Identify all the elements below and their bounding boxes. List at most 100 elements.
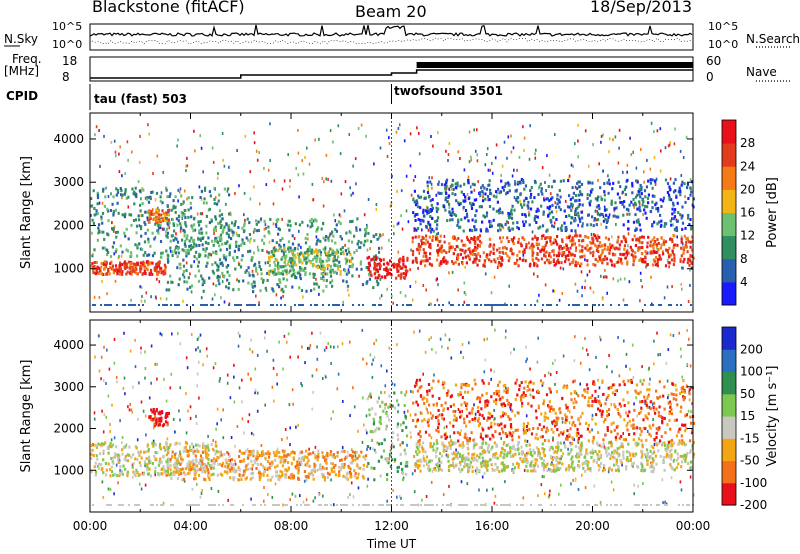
- echo-pixel: [210, 219, 213, 223]
- echo-pixel: [460, 239, 463, 243]
- echo-pixel: [95, 454, 98, 458]
- echo-pixel: [646, 263, 649, 266]
- noise-pixel: [152, 439, 155, 443]
- noise-pixel: [680, 174, 683, 177]
- echo-pixel: [178, 454, 181, 458]
- echo-pixel: [150, 191, 153, 194]
- noise-pixel: [640, 279, 642, 282]
- echo-pixel: [451, 245, 454, 249]
- echo-pixel: [232, 478, 235, 482]
- echo-pixel: [127, 459, 130, 463]
- echo-pixel: [100, 261, 103, 265]
- echo-pixel: [460, 218, 463, 222]
- echo-pixel: [249, 467, 252, 471]
- echo-pixel: [145, 260, 148, 264]
- noise-pixel: [105, 382, 107, 385]
- echo-pixel: [197, 279, 201, 283]
- echo-pixel: [313, 273, 316, 276]
- echo-pixel: [103, 246, 106, 250]
- noise-pixel: [322, 204, 325, 208]
- noise-pixel: [101, 480, 104, 484]
- echo-pixel: [658, 254, 661, 258]
- echo-pixel: [467, 181, 470, 185]
- echo-pixel: [297, 243, 300, 247]
- echo-pixel: [550, 210, 554, 214]
- echo-pixel: [574, 218, 577, 222]
- echo-pixel: [217, 265, 220, 269]
- noise-pixel: [548, 493, 551, 497]
- noise-pixel: [593, 484, 596, 488]
- noise-pixel: [544, 374, 546, 378]
- echo-pixel: [426, 184, 429, 188]
- echo-pixel: [431, 216, 434, 220]
- echo-pixel: [207, 468, 210, 472]
- noise-pixel: [94, 355, 96, 359]
- echo-pixel: [581, 245, 584, 249]
- echo-pixel: [496, 248, 499, 252]
- near-range-pixel: [668, 304, 670, 306]
- noise-pixel: [591, 413, 594, 417]
- near-range-pixel: [258, 304, 260, 306]
- echo-pixel: [160, 218, 163, 222]
- noise-pixel: [473, 128, 475, 132]
- echo-pixel: [250, 450, 253, 454]
- echo-pixel: [104, 265, 107, 269]
- echo-pixel: [121, 472, 124, 476]
- echo-pixel: [479, 229, 483, 233]
- echo-pixel: [649, 244, 652, 248]
- noise-pixel: [389, 405, 391, 408]
- noise-pixel: [411, 472, 414, 476]
- echo-pixel: [523, 199, 526, 203]
- echo-pixel: [422, 241, 425, 245]
- echo-pixel: [183, 230, 186, 234]
- echo-pixel: [112, 212, 115, 216]
- noise-pixel: [130, 408, 133, 412]
- echo-pixel: [436, 216, 440, 220]
- noise-pixel: [581, 473, 583, 477]
- echo-pixel: [671, 238, 674, 242]
- echo-pixel: [608, 251, 611, 255]
- echo-pixel: [329, 453, 332, 457]
- echo-pixel: [474, 239, 477, 243]
- echo-pixel: [274, 249, 277, 253]
- echo-pixel: [179, 224, 183, 228]
- echo-pixel: [632, 259, 635, 263]
- echo-pixel: [478, 259, 481, 262]
- echo-pixel: [612, 253, 615, 257]
- echo-pixel: [170, 234, 173, 238]
- echo-pixel: [182, 449, 185, 453]
- echo-pixel: [178, 461, 181, 465]
- noise-pixel: [119, 145, 121, 149]
- noise-pixel: [650, 275, 652, 279]
- noise-pixel: [291, 388, 294, 392]
- echo-pixel: [112, 210, 115, 213]
- echo-pixel: [151, 441, 154, 445]
- echo-pixel: [177, 283, 180, 287]
- echo-pixel: [606, 181, 609, 185]
- echo-pixel: [174, 236, 177, 240]
- noise-pixel: [233, 375, 235, 379]
- noise-pixel: [414, 469, 416, 473]
- echo-pixel: [638, 208, 641, 212]
- noise-pixel: [373, 258, 376, 262]
- echo-pixel: [113, 455, 117, 459]
- noise-pixel: [156, 267, 158, 271]
- echo-pixel: [454, 214, 458, 218]
- noise-pixel: [409, 413, 412, 417]
- echo-pixel: [247, 281, 250, 285]
- noise-pixel: [529, 393, 532, 397]
- echo-pixel: [187, 196, 190, 200]
- echo-pixel: [549, 236, 552, 240]
- noise-pixel: [276, 382, 278, 386]
- echo-pixel: [95, 267, 98, 271]
- echo-pixel: [277, 249, 280, 253]
- noise-pixel: [608, 213, 611, 217]
- echo-pixel: [197, 237, 200, 241]
- noise-pixel: [667, 396, 669, 400]
- echo-pixel: [147, 456, 151, 460]
- echo-pixel: [163, 468, 166, 472]
- echo-pixel: [637, 248, 640, 252]
- echo-pixel: [389, 259, 392, 263]
- echo-pixel: [141, 262, 144, 266]
- near-range-pixel: [660, 304, 662, 306]
